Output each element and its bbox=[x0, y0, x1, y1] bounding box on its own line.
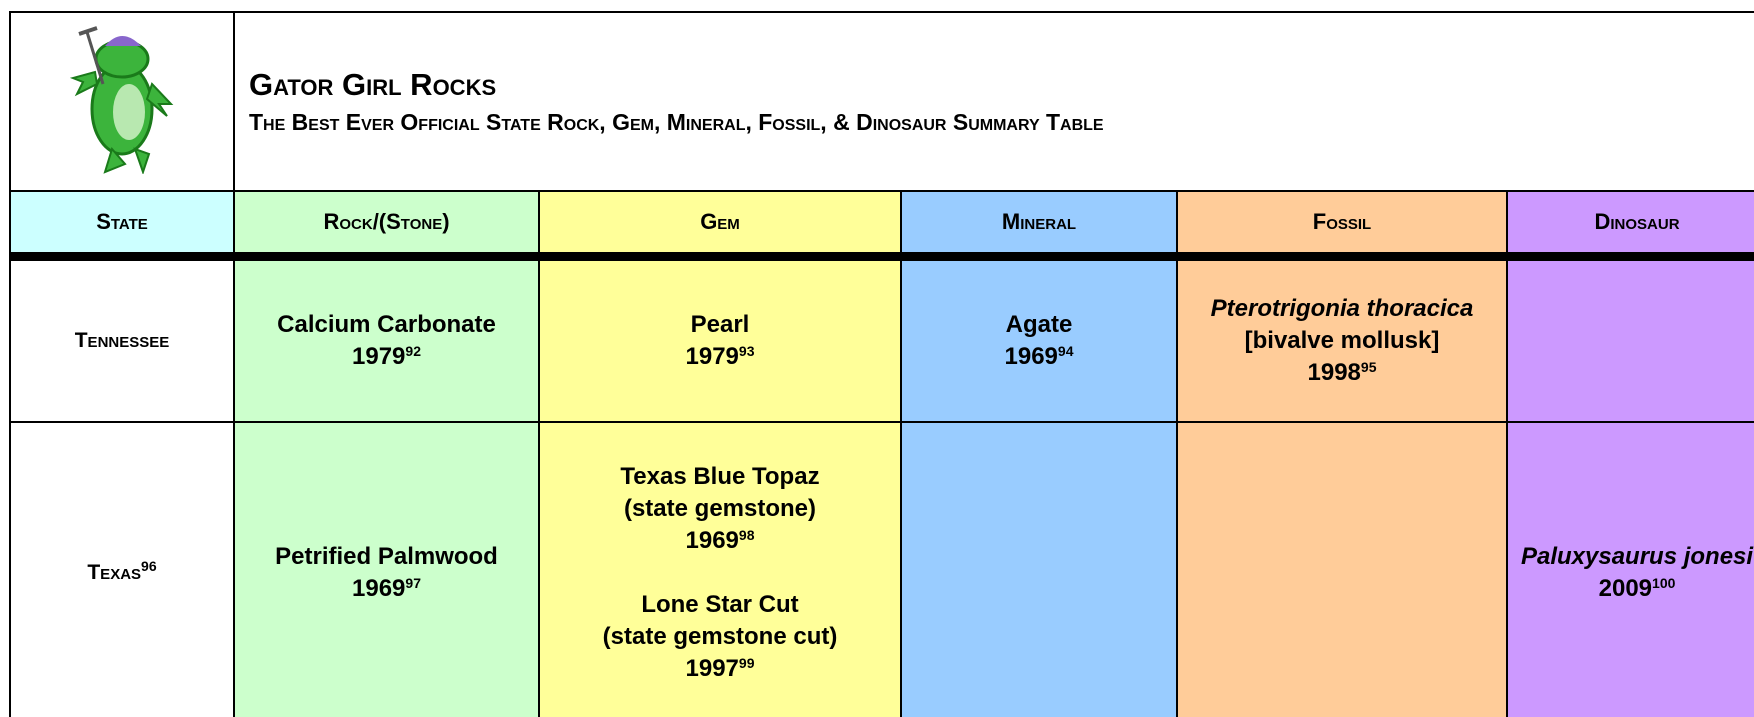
column-header: Fossil bbox=[1176, 190, 1508, 261]
entry-detail: (state gemstone) bbox=[623, 495, 817, 522]
cell: Calcium Carbonate 197992 bbox=[233, 255, 540, 423]
data-row: Texas96 Petrified Palmwood 196997 Texas Blu… bbox=[9, 421, 1754, 717]
subtitle: The Best Ever Official State Rock, Gem, … bbox=[249, 109, 1104, 135]
column-header: Mineral bbox=[900, 190, 1178, 261]
entry-year-line: 2009100 bbox=[1514, 573, 1754, 605]
entry-year-line: 196998 bbox=[546, 525, 894, 557]
entry-year: 1969 bbox=[685, 527, 739, 554]
entry-detail: (state gemstone cut) bbox=[602, 623, 838, 650]
state-cell: Tennessee bbox=[9, 255, 235, 423]
state-cell: Texas96 bbox=[9, 421, 235, 717]
entry-name: Pterotrigonia thoracica bbox=[1210, 295, 1474, 322]
title-cell: Gator Girl Rocks The Best Ever Official … bbox=[232, 11, 1754, 192]
footnote-ref: 100 bbox=[1652, 575, 1676, 591]
column-header: Dinosaur bbox=[1505, 190, 1754, 261]
footnote-ref: 92 bbox=[405, 343, 421, 359]
entry-year: 2009 bbox=[1598, 575, 1653, 602]
logo-cell bbox=[9, 11, 235, 192]
column-header: State bbox=[9, 190, 235, 261]
entry: Texas Blue Topaz (state gemstone) 196998 bbox=[546, 461, 894, 557]
entry-year: 1979 bbox=[352, 343, 406, 370]
entry: Pearl 197993 bbox=[546, 309, 894, 373]
cell: Pearl 197993 bbox=[538, 255, 902, 423]
cell: Pterotrigonia thoracica [bivalve mollusk]… bbox=[1176, 255, 1508, 423]
entry-name: Petrified Palmwood bbox=[275, 543, 498, 570]
entry-name: Calcium Carbonate bbox=[277, 311, 496, 338]
entry: Paluxysaurus jonesi 2009100 bbox=[1514, 541, 1754, 605]
entry-year-line: 199895 bbox=[1184, 357, 1500, 389]
footnote-ref: 93 bbox=[738, 343, 755, 359]
cell bbox=[1505, 255, 1754, 423]
footnote-ref: 94 bbox=[1057, 343, 1074, 359]
title: Gator Girl Rocks bbox=[249, 67, 497, 102]
entry-name: Agate bbox=[1005, 311, 1073, 338]
entry-name: Lone Star Cut bbox=[641, 591, 799, 618]
entry: Lone Star Cut (state gemstone cut) 199799 bbox=[546, 589, 894, 685]
state-name: Texas bbox=[87, 561, 142, 584]
column-header: Rock/(Stone) bbox=[233, 190, 540, 261]
entry-year: 1969 bbox=[1004, 343, 1058, 370]
footnote-ref: 97 bbox=[405, 575, 421, 591]
data-row: Tennessee Calcium Carbonate 197992 Pearl 197… bbox=[9, 255, 1754, 423]
entry-name: Paluxysaurus jonesi bbox=[1520, 543, 1754, 570]
entry-year-line: 197992 bbox=[241, 341, 532, 373]
entry-name: Pearl bbox=[690, 311, 750, 338]
entry-year: 1998 bbox=[1307, 359, 1361, 386]
cell bbox=[1176, 421, 1508, 717]
cell: Texas Blue Topaz (state gemstone) 196998 Lo… bbox=[538, 421, 902, 717]
entry-year: 1997 bbox=[685, 655, 739, 682]
entry-year: 1979 bbox=[685, 343, 739, 370]
state-name: Tennessee bbox=[74, 329, 170, 352]
entry: Agate 196994 bbox=[908, 309, 1170, 373]
entry-year-line: 196997 bbox=[241, 573, 532, 605]
entry-name: Texas Blue Topaz bbox=[620, 463, 820, 490]
entry-detail: [bivalve mollusk] bbox=[1244, 327, 1440, 354]
header-row: Gator Girl Rocks The Best Ever Official … bbox=[9, 11, 1754, 192]
column-header-row: State Rock/(Stone) Gem Mineral Fossil Dinosau… bbox=[9, 190, 1754, 261]
footnote-ref: 99 bbox=[738, 655, 755, 671]
logo bbox=[69, 26, 174, 176]
summary-table: Gator Girl Rocks The Best Ever Official … bbox=[9, 11, 1754, 717]
entry: Pterotrigonia thoracica [bivalve mollusk]… bbox=[1184, 293, 1500, 389]
cell: Petrified Palmwood 196997 bbox=[233, 421, 540, 717]
cell bbox=[900, 421, 1178, 717]
footnote-ref: 98 bbox=[738, 527, 755, 543]
footnote-ref: 96 bbox=[141, 558, 157, 574]
entry: Petrified Palmwood 196997 bbox=[241, 541, 532, 605]
entry-year: 1969 bbox=[352, 575, 406, 602]
entry-year-line: 196994 bbox=[908, 341, 1170, 373]
entry: Calcium Carbonate 197992 bbox=[241, 309, 532, 373]
cell: Paluxysaurus jonesi 2009100 bbox=[1505, 421, 1754, 717]
column-header: Gem bbox=[538, 190, 902, 261]
cell: Agate 196994 bbox=[900, 255, 1178, 423]
entry-year-line: 199799 bbox=[546, 653, 894, 685]
footnote-ref: 95 bbox=[1360, 359, 1377, 375]
entry-year-line: 197993 bbox=[546, 341, 894, 373]
